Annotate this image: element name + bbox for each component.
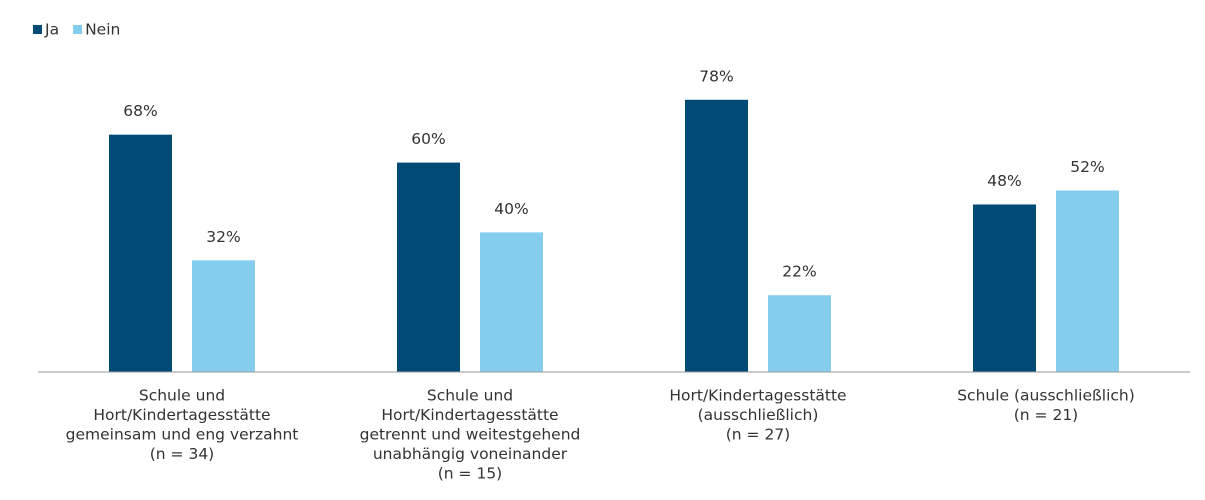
value-label: 60% xyxy=(411,130,445,148)
bar xyxy=(973,204,1036,372)
x-tick-label: Schule und xyxy=(427,387,513,405)
value-label: 32% xyxy=(206,228,240,246)
value-label: 22% xyxy=(782,263,816,281)
legend-label: Ja xyxy=(44,21,59,39)
legend-swatch xyxy=(33,25,42,34)
bar xyxy=(397,162,460,372)
x-tick-label: gemeinsam und eng verzahnt xyxy=(66,426,299,444)
x-tick-label: (n = 21) xyxy=(1014,406,1078,424)
x-tick-label: Hort/Kindertagesstätte xyxy=(381,406,558,424)
x-tick-label: (n = 15) xyxy=(438,465,502,483)
value-label: 40% xyxy=(494,200,528,218)
x-tick-label: (ausschließlich) xyxy=(698,406,819,424)
x-tick-label: Schule (ausschließlich) xyxy=(957,387,1135,405)
bar xyxy=(1056,190,1119,372)
value-label: 68% xyxy=(123,102,157,120)
bar xyxy=(685,99,748,372)
x-tick-label: (n = 27) xyxy=(726,426,790,444)
value-label: 48% xyxy=(987,172,1021,190)
bar xyxy=(480,232,543,372)
value-label: 52% xyxy=(1070,158,1104,176)
x-tick-label: unabhängig voneinander xyxy=(373,445,568,463)
x-tick-label: Schule und xyxy=(139,387,225,405)
legend-label: Nein xyxy=(85,21,120,39)
bar xyxy=(192,260,255,372)
legend-swatch xyxy=(73,25,83,34)
x-tick-label: Hort/Kindertagesstätte xyxy=(93,406,270,424)
x-tick-label: Hort/Kindertagesstätte xyxy=(669,387,846,405)
x-tick-label: (n = 34) xyxy=(150,445,214,463)
x-tick-label: getrennt und weitestgehend xyxy=(360,426,581,444)
bar xyxy=(768,295,831,372)
value-label: 78% xyxy=(699,67,733,85)
bar xyxy=(109,134,172,372)
